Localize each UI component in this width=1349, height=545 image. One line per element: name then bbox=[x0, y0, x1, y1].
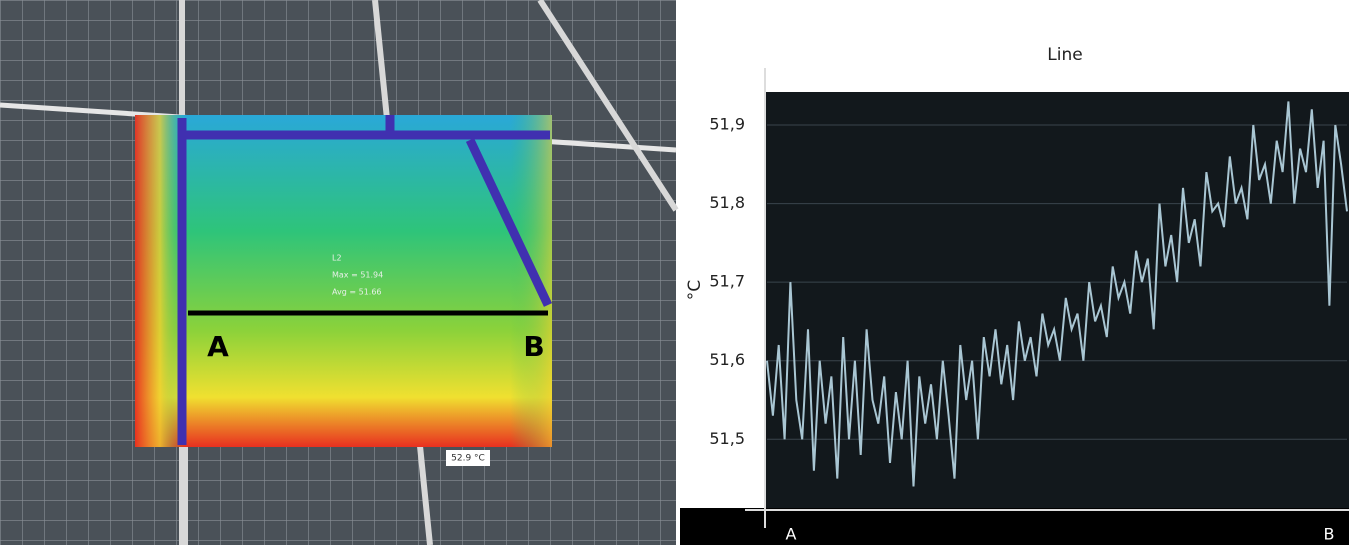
max-label: Max = 51.94 bbox=[332, 271, 383, 280]
x-tick-label: B bbox=[1324, 525, 1335, 544]
point-b: B bbox=[523, 330, 544, 363]
y-tick-label: 51,5 bbox=[709, 429, 745, 448]
chart-title: Line bbox=[1047, 45, 1082, 65]
point-a: A bbox=[207, 330, 229, 363]
thermal-photo bbox=[0, 0, 679, 545]
avg-label: Avg = 51.66 bbox=[332, 288, 382, 297]
y-tick-label: 51,8 bbox=[709, 193, 745, 212]
region-label: L2 bbox=[332, 254, 342, 263]
y-tick-label: 51,7 bbox=[709, 272, 745, 291]
y-tick-label: 51,9 bbox=[709, 115, 745, 134]
y-axis-label: °C bbox=[685, 280, 705, 300]
scale-label: 52.9 °C bbox=[451, 454, 485, 464]
x-axis-band bbox=[680, 508, 1349, 545]
y-tick-label: 51,6 bbox=[709, 350, 745, 369]
plot-area bbox=[765, 92, 1349, 510]
x-tick-label: A bbox=[786, 525, 797, 544]
data-line bbox=[766, 101, 1348, 487]
